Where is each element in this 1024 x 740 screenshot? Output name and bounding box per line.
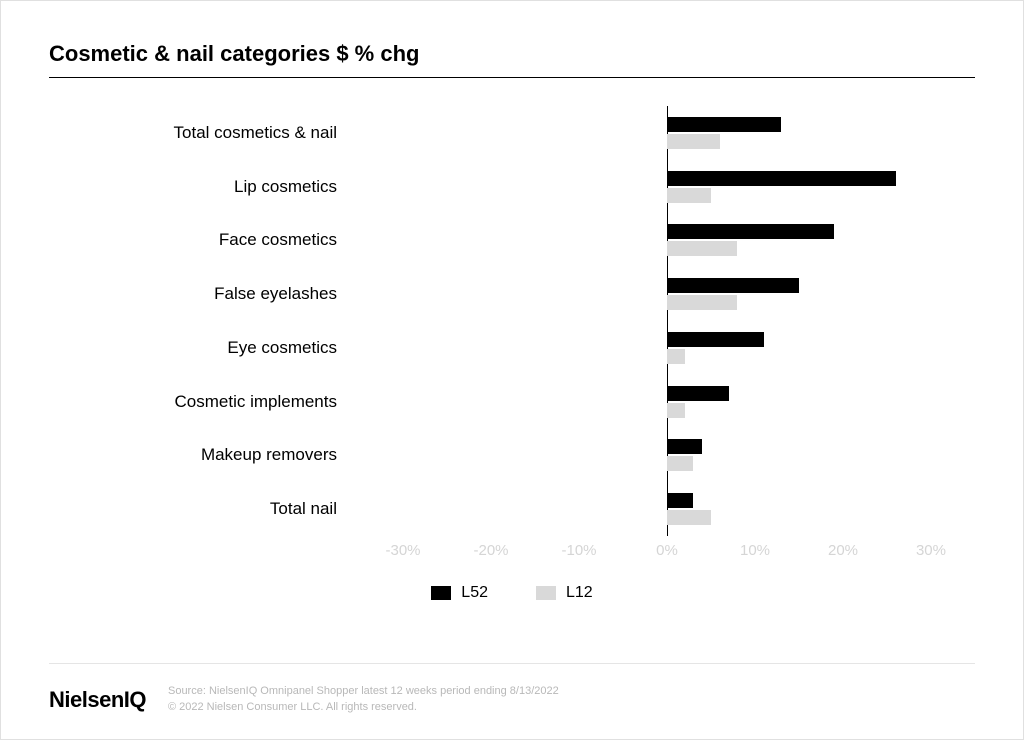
legend-item: L52 bbox=[431, 584, 488, 602]
category-label: Total nail bbox=[49, 499, 359, 519]
category-row: Cosmetic implements bbox=[49, 375, 975, 429]
bar-cell bbox=[359, 267, 975, 321]
x-tick: -30% bbox=[385, 542, 420, 559]
chart-card: Cosmetic & nail categories $ % chg Total… bbox=[0, 0, 1024, 740]
x-axis: -30% -20% -10% 0% 10% 20% 30% bbox=[359, 536, 975, 566]
bar-l52 bbox=[667, 493, 693, 508]
category-label: Lip cosmetics bbox=[49, 177, 359, 197]
category-row: Total nail bbox=[49, 482, 975, 536]
legend-item: L12 bbox=[536, 584, 593, 602]
bar-cell bbox=[359, 429, 975, 483]
category-row: Face cosmetics bbox=[49, 214, 975, 268]
brand-logo: NielsenIQ bbox=[49, 687, 146, 713]
category-label: Eye cosmetics bbox=[49, 338, 359, 358]
category-row: Eye cosmetics bbox=[49, 321, 975, 375]
source-line-1: Source: NielsenIQ Omnipanel Shopper late… bbox=[168, 684, 559, 699]
bar-l52 bbox=[667, 117, 781, 132]
bar-l12 bbox=[667, 134, 720, 149]
bar-l52 bbox=[667, 278, 799, 293]
x-tick: 20% bbox=[828, 542, 858, 559]
chart-title: Cosmetic & nail categories $ % chg bbox=[49, 41, 975, 78]
category-label: Face cosmetics bbox=[49, 230, 359, 250]
bar-l52 bbox=[667, 332, 764, 347]
bar-cell bbox=[359, 160, 975, 214]
category-row: Makeup removers bbox=[49, 429, 975, 483]
category-label: Makeup removers bbox=[49, 445, 359, 465]
category-row: False eyelashes bbox=[49, 267, 975, 321]
bar-l52 bbox=[667, 439, 702, 454]
legend-swatch bbox=[431, 586, 451, 600]
category-label: False eyelashes bbox=[49, 284, 359, 304]
bar-l12 bbox=[667, 403, 685, 418]
legend: L52 L12 bbox=[49, 584, 975, 602]
chart-area: Total cosmetics & nail Lip cosmetics Face … bbox=[49, 106, 975, 641]
bar-l12 bbox=[667, 349, 685, 364]
category-row: Total cosmetics & nail bbox=[49, 106, 975, 160]
category-row: Lip cosmetics bbox=[49, 160, 975, 214]
bar-cell bbox=[359, 375, 975, 429]
bar-cell bbox=[359, 106, 975, 160]
bar-l12 bbox=[667, 188, 711, 203]
bar-cell bbox=[359, 482, 975, 536]
x-tick: -10% bbox=[561, 542, 596, 559]
plot-area: Total cosmetics & nail Lip cosmetics Face … bbox=[49, 106, 975, 536]
x-tick: 30% bbox=[916, 542, 946, 559]
bar-l12 bbox=[667, 241, 737, 256]
legend-swatch bbox=[536, 586, 556, 600]
source-note: Source: NielsenIQ Omnipanel Shopper late… bbox=[168, 684, 559, 715]
bar-l12 bbox=[667, 456, 693, 471]
x-tick: 0% bbox=[656, 542, 678, 559]
bar-l52 bbox=[667, 224, 834, 239]
x-tick: -20% bbox=[473, 542, 508, 559]
bar-l52 bbox=[667, 386, 729, 401]
bar-cell bbox=[359, 214, 975, 268]
bar-l52 bbox=[667, 171, 896, 186]
footer: NielsenIQ Source: NielsenIQ Omnipanel Sh… bbox=[49, 663, 975, 715]
category-label: Cosmetic implements bbox=[49, 392, 359, 412]
bar-l12 bbox=[667, 295, 737, 310]
legend-label: L12 bbox=[566, 584, 593, 602]
x-tick: 10% bbox=[740, 542, 770, 559]
legend-label: L52 bbox=[461, 584, 488, 602]
category-label: Total cosmetics & nail bbox=[49, 123, 359, 143]
bar-cell bbox=[359, 321, 975, 375]
bar-l12 bbox=[667, 510, 711, 525]
source-line-2: © 2022 Nielsen Consumer LLC. All rights … bbox=[168, 700, 559, 715]
